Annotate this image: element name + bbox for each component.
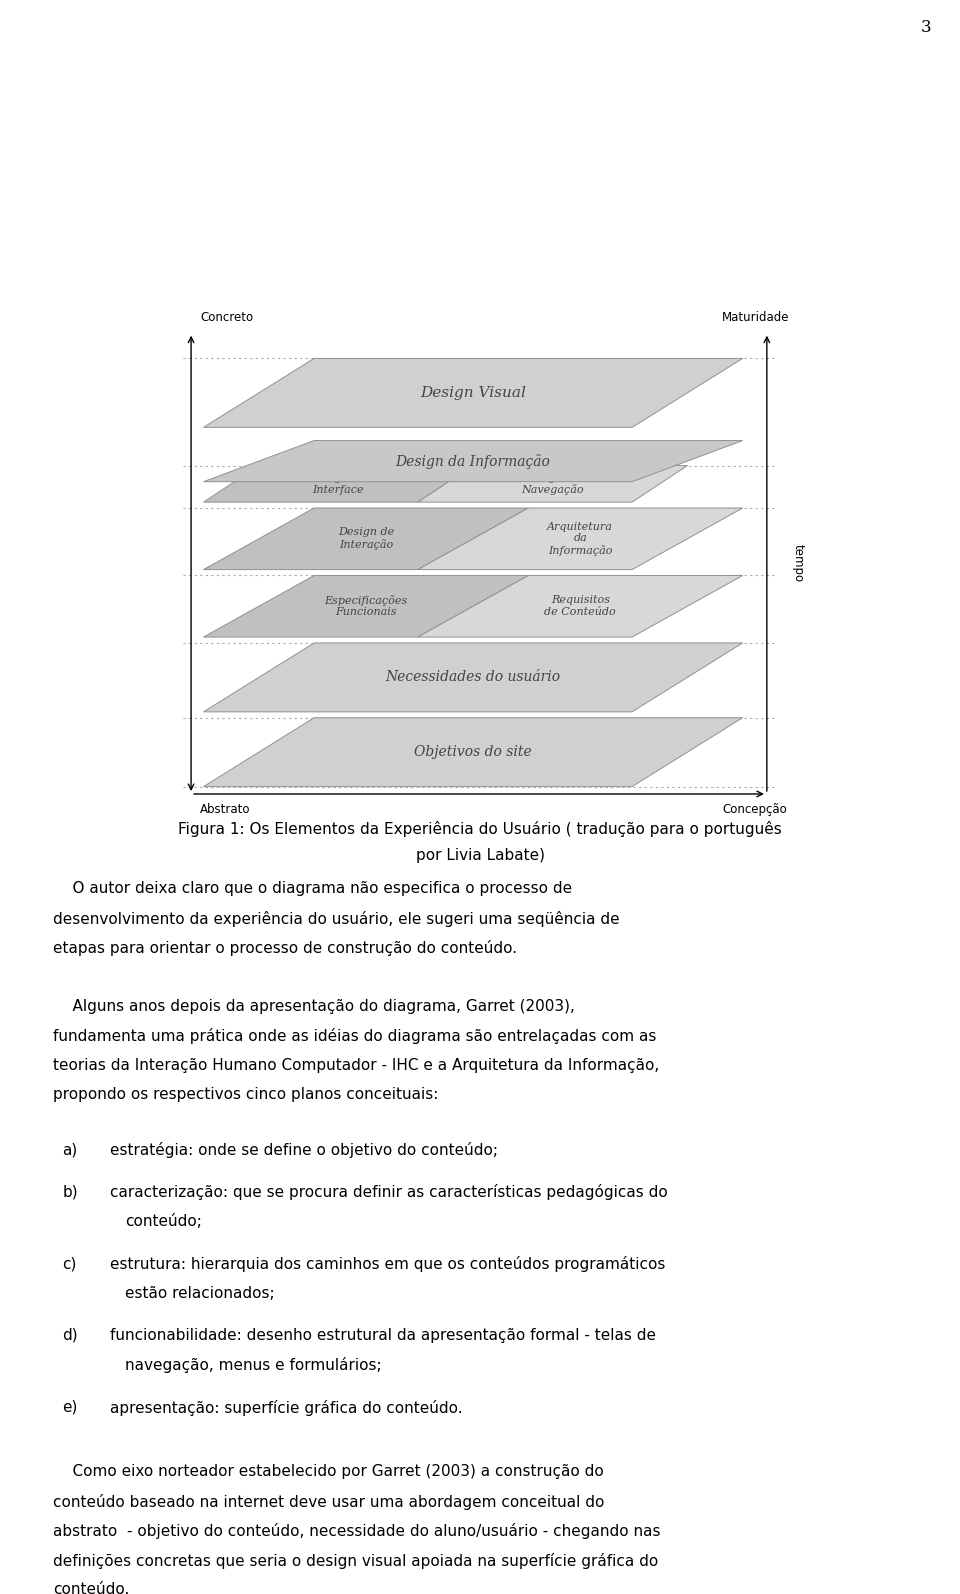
Text: Design de
Interação: Design de Interação bbox=[338, 528, 394, 550]
Text: fundamenta uma prática onde as idéias do diagrama são entrelaçadas com as: fundamenta uma prática onde as idéias do… bbox=[53, 1028, 657, 1044]
Text: funcionabilidade: desenho estrutural da apresentação formal - telas de: funcionabilidade: desenho estrutural da … bbox=[110, 1328, 657, 1342]
Text: Concepção: Concepção bbox=[722, 803, 786, 816]
Text: estratégia: onde se define o objetivo do conteúdo;: estratégia: onde se define o objetivo do… bbox=[110, 1143, 498, 1159]
Polygon shape bbox=[418, 575, 743, 638]
Text: desenvolvimento da experiência do usuário, ele sugeri uma seqüência de: desenvolvimento da experiência do usuári… bbox=[53, 912, 619, 928]
Polygon shape bbox=[204, 642, 743, 713]
Polygon shape bbox=[204, 465, 473, 502]
Text: O autor deixa claro que o diagrama não especifica o processo de: O autor deixa claro que o diagrama não e… bbox=[53, 881, 572, 896]
Text: Especificações
Funcionais: Especificações Funcionais bbox=[324, 595, 408, 617]
Text: Arquitetura
da
Informação: Arquitetura da Informação bbox=[547, 521, 613, 556]
Text: definições concretas que seria o design visual apoiada na superfície gráfica do: definições concretas que seria o design … bbox=[53, 1553, 658, 1568]
Text: estão relacionados;: estão relacionados; bbox=[125, 1286, 275, 1301]
Text: apresentação: superfície gráfica do conteúdo.: apresentação: superfície gráfica do cont… bbox=[110, 1400, 463, 1415]
Text: por Livia Labate): por Livia Labate) bbox=[416, 848, 544, 862]
Text: Design da Informação: Design da Informação bbox=[396, 454, 550, 469]
Polygon shape bbox=[418, 508, 743, 569]
Text: Como eixo norteador estabelecido por Garret (2003) a construção do: Como eixo norteador estabelecido por Gar… bbox=[53, 1465, 604, 1479]
Text: estrutura: hierarquia dos caminhos em que os conteúdos programáticos: estrutura: hierarquia dos caminhos em qu… bbox=[110, 1256, 666, 1272]
Text: Maturidade: Maturidade bbox=[722, 311, 789, 324]
Text: conteúdo.: conteúdo. bbox=[53, 1581, 130, 1594]
Text: abstrato  - objetivo do conteúdo, necessidade do aluno/usuário - chegando nas: abstrato - objetivo do conteúdo, necessi… bbox=[53, 1524, 660, 1540]
Text: tempo: tempo bbox=[791, 544, 804, 582]
Polygon shape bbox=[204, 575, 528, 638]
Text: Abstrato: Abstrato bbox=[200, 803, 251, 816]
Text: etapas para orientar o processo de construção do conteúdo.: etapas para orientar o processo de const… bbox=[53, 940, 516, 956]
Polygon shape bbox=[418, 465, 687, 502]
Text: propondo os respectivos cinco planos conceituais:: propondo os respectivos cinco planos con… bbox=[53, 1087, 438, 1101]
Text: c): c) bbox=[62, 1256, 77, 1270]
Text: a): a) bbox=[62, 1143, 78, 1157]
Text: conteúdo baseado na internet deve usar uma abordagem conceitual do: conteúdo baseado na internet deve usar u… bbox=[53, 1494, 604, 1510]
Text: caracterização: que se procura definir as características pedagógicas do: caracterização: que se procura definir a… bbox=[110, 1184, 668, 1200]
Text: Alguns anos depois da apresentação do diagrama, Garret (2003),: Alguns anos depois da apresentação do di… bbox=[53, 998, 575, 1014]
Text: Design da
Navegação: Design da Navegação bbox=[521, 472, 584, 496]
Polygon shape bbox=[204, 359, 743, 427]
Text: e): e) bbox=[62, 1400, 78, 1414]
Text: Design Visual: Design Visual bbox=[420, 386, 526, 400]
Text: Objetivos do site: Objetivos do site bbox=[414, 744, 532, 759]
Text: conteúdo;: conteúdo; bbox=[125, 1215, 202, 1229]
Text: 3: 3 bbox=[921, 19, 931, 37]
Text: b): b) bbox=[62, 1184, 78, 1199]
Polygon shape bbox=[204, 440, 743, 481]
Polygon shape bbox=[204, 508, 528, 569]
Text: d): d) bbox=[62, 1328, 78, 1342]
Text: Requisitos
de Conteúdo: Requisitos de Conteúdo bbox=[544, 596, 616, 617]
Text: Design da
Interface: Design da Interface bbox=[310, 473, 367, 494]
Text: teorias da Interação Humano Computador - IHC e a Arquitetura da Informação,: teorias da Interação Humano Computador -… bbox=[53, 1058, 660, 1073]
Text: navegação, menus e formulários;: navegação, menus e formulários; bbox=[125, 1358, 381, 1374]
Text: Necessidades do usuário: Necessidades do usuário bbox=[386, 671, 561, 684]
Polygon shape bbox=[204, 717, 743, 787]
Text: Concreto: Concreto bbox=[200, 311, 253, 324]
Text: Figura 1: Os Elementos da Experiência do Usuário ( tradução para o português: Figura 1: Os Elementos da Experiência do… bbox=[179, 821, 781, 837]
